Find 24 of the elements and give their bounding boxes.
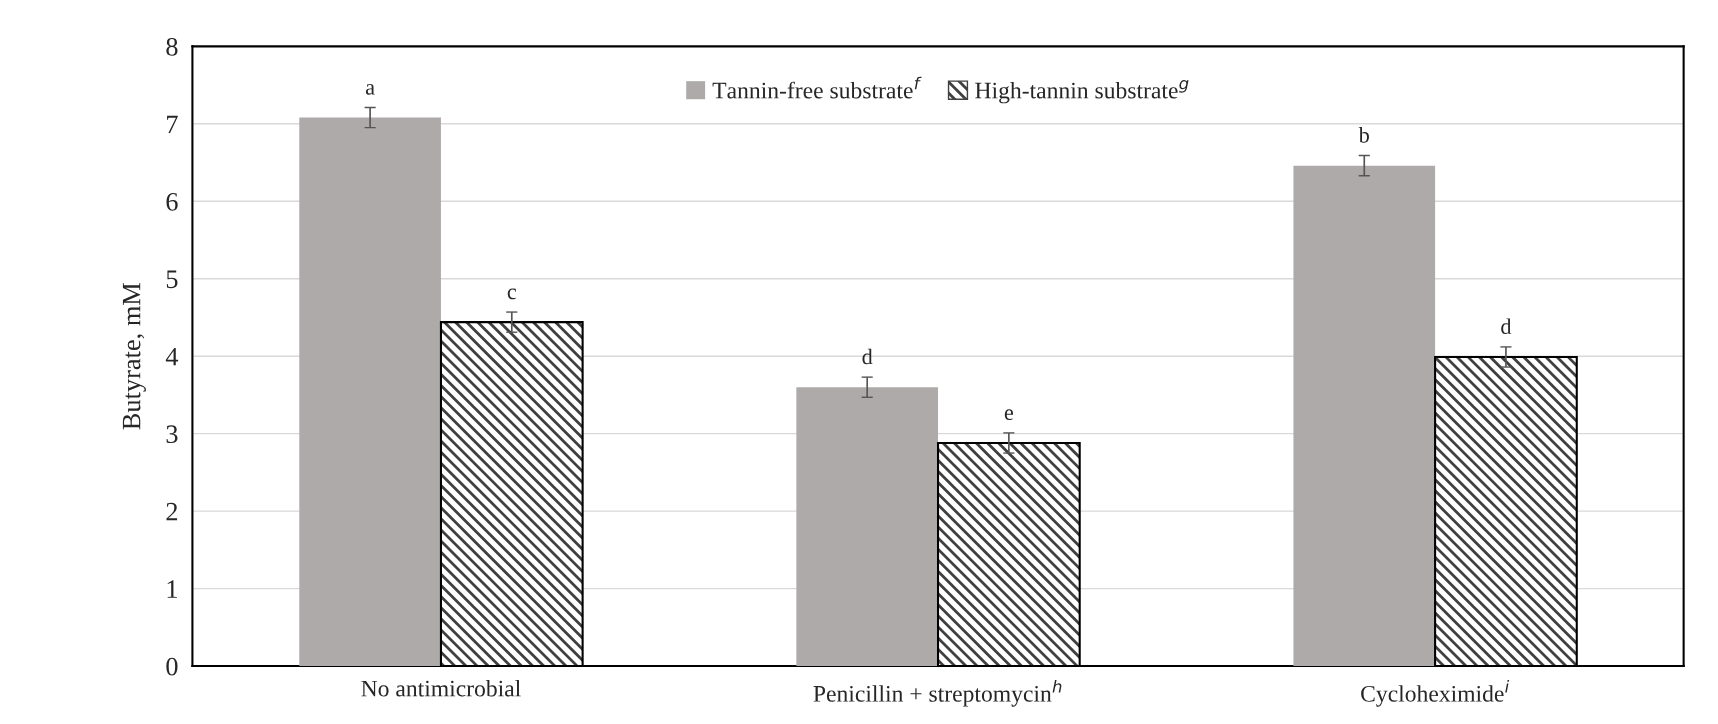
y-tick-label: 4 — [165, 347, 179, 366]
y-tick-label: 8 — [166, 37, 178, 56]
y-tick-label: 6 — [166, 192, 178, 211]
annotation: d — [1501, 318, 1512, 335]
x-tick-label: No antimicrobial — [361, 679, 521, 697]
y-axis-title: Butyrate, mM — [122, 282, 146, 430]
bar — [796, 387, 939, 667]
x-tick-label: Penicillin + streptomycin$^{h}$ — [813, 679, 1062, 707]
y-tick-label: 3 — [166, 425, 178, 444]
legend-label: High-tannin substrate$^{g}$ — [975, 79, 1189, 104]
y-tick-label: 7 — [167, 115, 178, 133]
annotation: c — [507, 288, 517, 300]
annotation: b — [1358, 127, 1369, 143]
annotation: a — [365, 84, 375, 95]
y-tick-label: 5 — [166, 270, 178, 289]
annotation: e — [1004, 409, 1014, 421]
bar — [1293, 165, 1436, 667]
bar — [299, 117, 441, 667]
annotation: d — [862, 348, 873, 365]
x-tick-label: Cycloheximide$^{i}$ — [1361, 679, 1510, 707]
y-tick-label: 1 — [167, 580, 177, 598]
y-tick-label: 0 — [166, 657, 178, 676]
legend-label: Tannin-free substrate$^{f}$ — [712, 76, 922, 99]
y-tick-label: 2 — [166, 502, 178, 521]
